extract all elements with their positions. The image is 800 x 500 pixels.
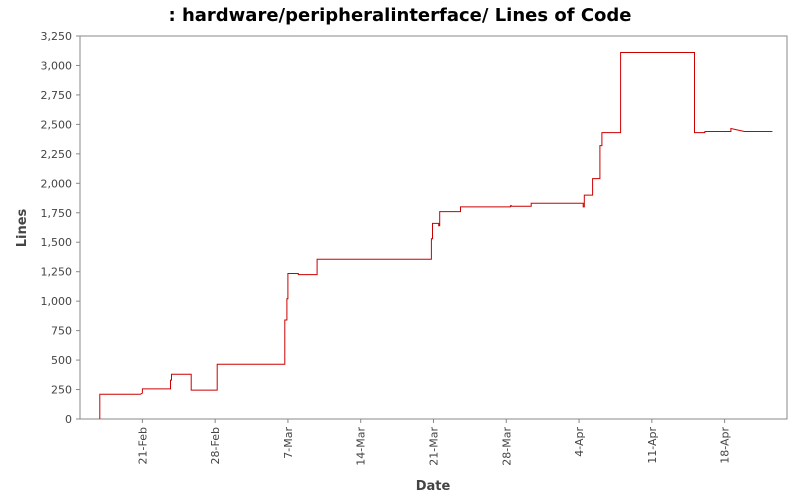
- y-axis: 0 250 500 750 1,000 1,250 1,500 1,750 2,000 2,250…: [41, 30, 80, 426]
- y-axis-label: Lines: [15, 208, 30, 247]
- y-tick-label: 2,750: [41, 89, 73, 102]
- y-tick-label: 2,500: [41, 118, 73, 131]
- y-tick-label: 3,000: [41, 59, 73, 72]
- y-tick-label: 500: [51, 354, 72, 367]
- x-tick-label: 4-Apr: [573, 427, 586, 457]
- series-line: [99, 52, 773, 419]
- y-tick-label: 2,000: [41, 177, 73, 190]
- y-tick-label: 3,250: [41, 30, 73, 43]
- x-tick-label: 14-Mar: [355, 427, 368, 466]
- y-tick-label: 1,250: [41, 266, 73, 279]
- x-tick-label: 21-Mar: [428, 427, 441, 466]
- y-tick-label: 2,250: [41, 148, 73, 161]
- series-group: [99, 52, 773, 419]
- x-tick-label: 28-Feb: [209, 427, 222, 464]
- x-tick-label: 18-Apr: [719, 427, 732, 464]
- y-tick-label: 1,500: [41, 236, 73, 249]
- y-tick-label: 1,750: [41, 207, 73, 220]
- plot-area: [79, 35, 788, 420]
- chart-title: : hardware/peripheralinterface/ Lines of…: [168, 5, 631, 26]
- x-tick-label: 28-Mar: [500, 427, 513, 466]
- x-axis-label: Date: [416, 479, 451, 494]
- y-tick-label: 0: [65, 413, 72, 426]
- x-tick-label: 21-Feb: [136, 427, 149, 464]
- x-axis: 21-Feb 28-Feb 7-Mar 14-Mar 21-Mar 28-Mar 4-Apr…: [136, 419, 732, 466]
- x-tick-label: 7-Mar: [282, 427, 295, 459]
- y-tick-label: 250: [51, 384, 72, 397]
- y-tick-label: 750: [51, 325, 72, 338]
- x-tick-label: 11-Apr: [646, 427, 659, 464]
- y-tick-label: 1,000: [41, 295, 73, 308]
